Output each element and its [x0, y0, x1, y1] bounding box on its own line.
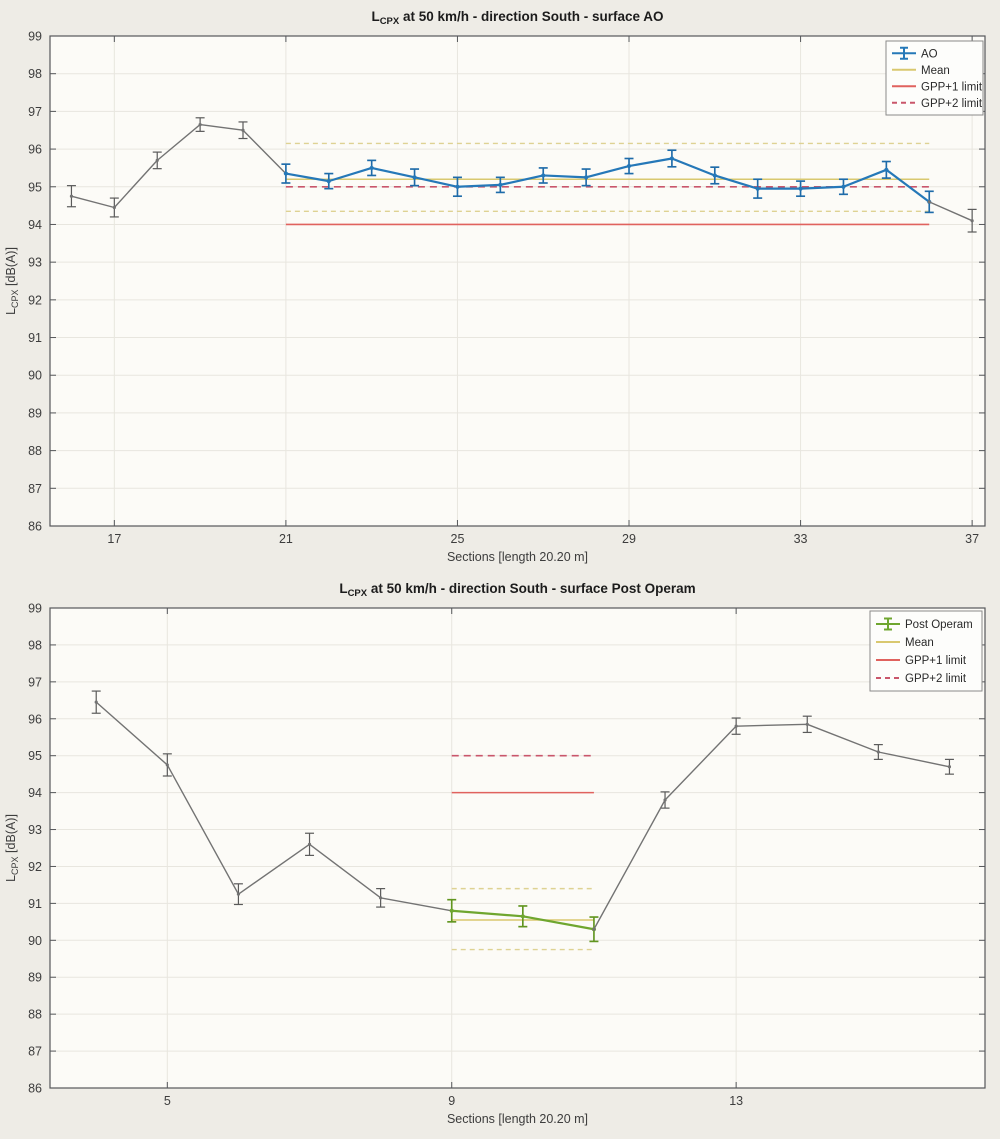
x-tick-label: 9: [448, 1094, 455, 1108]
y-axis-label: LCPX [dB(A)]: [4, 247, 20, 315]
x-tick-label: 29: [622, 532, 636, 546]
series-adjacent-sections-lead-in: [91, 690, 454, 913]
y-tick-label: 87: [28, 482, 42, 496]
x-tick-label: 13: [729, 1094, 743, 1108]
axes-box: [49, 607, 986, 1089]
legend-item-label: AO: [921, 48, 938, 60]
y-tick-label: 98: [28, 638, 42, 652]
y-tick-label: 92: [28, 293, 42, 307]
reference-lines: [285, 142, 930, 226]
series-ao: [281, 149, 934, 214]
chart-surface-post-operam: 86 87 88 89 90 91 92 93 94 95 96 97 98 99 5 9 13 LCPX at …: [0, 572, 1000, 1139]
legend-item-gpp+2-limit: GPP+2 limit: [892, 98, 983, 110]
y-tick-label: 97: [28, 105, 42, 119]
error-bars: [281, 149, 934, 214]
legend-errorbar-marker: [884, 617, 892, 631]
x-tick-label: 37: [965, 532, 979, 546]
chart-surface-ao: 86 87 88 89 90 91 92 93 94 95 96 97 98 99 17 21 25 29 33 37…: [4, 9, 986, 564]
axes-box: [49, 35, 986, 527]
series-line: [70, 123, 287, 209]
legend-item-label: GPP+1 limit: [905, 655, 967, 667]
legend-item-post-operam: Post Operam: [876, 617, 973, 631]
legend-errorbar-marker: [900, 46, 908, 60]
y-tick-label: 94: [28, 786, 42, 800]
y-tick-label: 97: [28, 675, 42, 689]
series-adjacent-sections-lead-out: [592, 715, 954, 931]
series-markers: [592, 722, 952, 931]
series-line: [284, 157, 931, 203]
y-tick-label: 89: [28, 971, 42, 985]
legend-item-gpp+1-limit: GPP+1 limit: [876, 655, 967, 667]
legend-item-label: Post Operam: [905, 619, 973, 631]
y-tick-label: 86: [28, 1082, 42, 1096]
y-tick-label: 92: [28, 860, 42, 874]
tick-labels: 86 87 88 89 90 91 92 93 94 95 96 97 98 99 17 21 25 29 33 37: [28, 30, 979, 547]
series-markers: [927, 200, 974, 223]
y-tick-label: 90: [28, 369, 42, 383]
series-line: [95, 701, 453, 912]
legend-item-label: GPP+2 limit: [921, 98, 983, 110]
tick-labels: 86 87 88 89 90 91 92 93 94 95 96 97 98 99 5 9 13: [28, 602, 743, 1109]
y-tick-label: 88: [28, 444, 42, 458]
y-tick-label: 91: [28, 897, 42, 911]
legend-item-label: Mean: [905, 637, 934, 649]
y-axis-label: LCPX [dB(A)]: [4, 814, 20, 882]
y-tick-label: 94: [28, 218, 42, 232]
legend: AO Mean GPP+1 limit GPP+2 limit: [885, 40, 984, 116]
grid-lines: [50, 608, 985, 1088]
plot-area: [50, 608, 985, 1088]
legend-item-mean: Mean: [876, 637, 934, 649]
y-tick-label: 86: [28, 520, 42, 534]
legend-item-gpp+1-limit: GPP+1 limit: [892, 81, 983, 93]
y-tick-label: 96: [28, 712, 42, 726]
chart-svg-surface-post-operam: 86 87 88 89 90 91 92 93 94 95 96 97 98 99 5 9 13 LCPX at …: [4, 581, 986, 1126]
legend-item-ao: AO: [892, 46, 938, 60]
series-adjacent-sections-lead-in: [66, 117, 288, 218]
series-line: [928, 201, 973, 222]
legend-item-mean: Mean: [892, 65, 950, 77]
x-tick-label: 21: [279, 532, 293, 546]
y-tick-label: 99: [28, 30, 42, 44]
series-markers: [283, 156, 932, 204]
y-tick-label: 89: [28, 406, 42, 420]
y-tick-label: 91: [28, 331, 42, 345]
legend-item-label: Mean: [921, 65, 950, 77]
y-tick-label: 88: [28, 1008, 42, 1022]
series-adjacent-sections-lead-out: [927, 200, 977, 233]
legend-item-label: GPP+2 limit: [905, 673, 967, 685]
y-tick-label: 87: [28, 1045, 42, 1059]
y-tick-label: 93: [28, 256, 42, 270]
x-tick-label: 17: [107, 532, 121, 546]
y-tick-label: 95: [28, 180, 42, 194]
y-tick-label: 95: [28, 749, 42, 763]
x-tick-label: 5: [164, 1094, 171, 1108]
x-axis-label: Sections [length 20.20 m]: [447, 1112, 588, 1126]
x-tick-label: 25: [451, 532, 465, 546]
legend-item-gpp+2-limit: GPP+2 limit: [876, 673, 967, 685]
chart-svg-surface-ao: 86 87 88 89 90 91 92 93 94 95 96 97 98 99 17 21 25 29 33 37…: [4, 9, 986, 564]
plot-area: [50, 36, 985, 526]
y-tick-label: 90: [28, 934, 42, 948]
x-tick-label: 33: [794, 532, 808, 546]
chart-title: LCPX at 50 km/h - direction South - surf…: [371, 9, 663, 27]
y-tick-label: 96: [28, 143, 42, 157]
y-tick-label: 99: [28, 602, 42, 616]
legend-item-label: GPP+1 limit: [921, 81, 983, 93]
series-line: [593, 723, 951, 930]
chart-title: LCPX at 50 km/h - direction South - surf…: [339, 581, 695, 599]
legend: Post Operam Mean GPP+1 limit GPP+2 limit: [869, 610, 983, 692]
x-axis-label: Sections [length 20.20 m]: [447, 550, 588, 564]
y-tick-label: 93: [28, 823, 42, 837]
error-bars: [66, 117, 248, 218]
y-tick-label: 98: [28, 67, 42, 81]
